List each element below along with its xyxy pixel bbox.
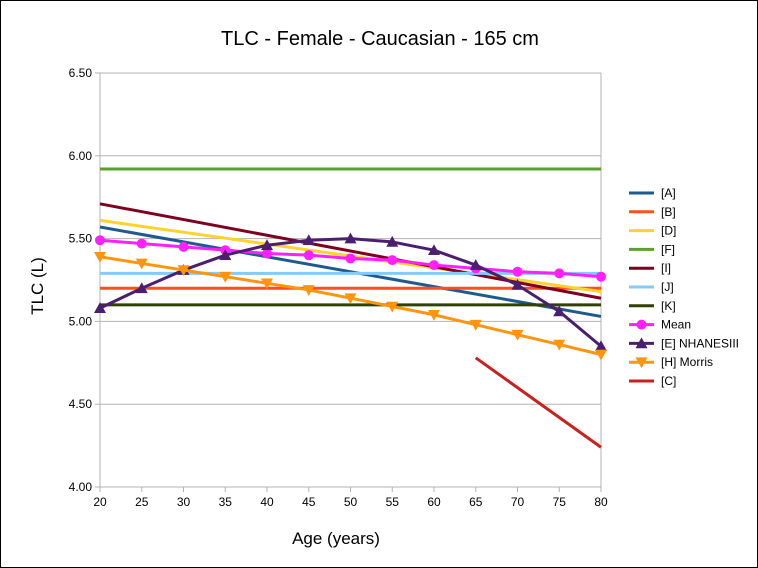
data-point-marker — [177, 265, 190, 277]
x-tick-label: 35 — [219, 495, 233, 509]
data-point-marker — [178, 241, 189, 252]
x-tick-label: 70 — [511, 495, 525, 509]
data-point-marker — [511, 278, 524, 290]
data-point-marker — [595, 340, 607, 352]
chart-title: TLC - Female - Caucasian - 165 cm — [221, 28, 539, 50]
data-point-marker — [386, 301, 399, 313]
legend-label: [K] — [661, 299, 676, 313]
data-point-marker — [428, 244, 440, 255]
legend-label: Mean — [661, 318, 691, 332]
data-point-marker — [135, 282, 148, 294]
series-line — [99, 202, 602, 300]
data-point-marker — [302, 234, 315, 246]
data-point-marker — [135, 258, 148, 270]
y-tick-label: 5.50 — [69, 232, 93, 246]
x-axis-label: Age (years) — [292, 529, 380, 548]
y-tick-label: 4.00 — [69, 480, 93, 494]
legend-label: [B] — [661, 205, 676, 219]
x-tick-label: 50 — [344, 495, 358, 509]
data-point-marker — [261, 278, 273, 290]
legend-label: [F] — [661, 242, 675, 256]
legend-label: [H] Morris — [661, 355, 713, 369]
data-point-marker — [554, 268, 565, 279]
data-point-marker — [262, 248, 272, 259]
data-point-marker — [512, 266, 523, 277]
data-point-marker — [261, 239, 273, 251]
data-point-marker — [344, 232, 357, 244]
x-tick-label: 65 — [469, 495, 483, 509]
data-point-marker — [553, 339, 566, 351]
data-point-marker — [595, 349, 607, 361]
data-point-marker — [94, 302, 106, 313]
legend-label: [D] — [661, 224, 676, 238]
x-tick-label: 60 — [427, 495, 441, 509]
data-point-marker — [387, 255, 398, 266]
legend-label: [C] — [661, 374, 676, 388]
x-tick-label: 20 — [93, 495, 107, 509]
data-point-marker — [345, 253, 356, 264]
data-point-marker — [469, 259, 482, 270]
legend-marker — [636, 319, 647, 330]
y-tick-label: 5.00 — [69, 314, 93, 328]
data-point-marker — [511, 329, 524, 341]
x-tick-label: 30 — [177, 495, 191, 509]
series-line — [474, 356, 602, 449]
data-point-marker — [303, 250, 314, 261]
y-tick-label: 4.50 — [69, 397, 93, 411]
legend-label: [J] — [661, 280, 674, 294]
y-tick-label: 6.00 — [69, 149, 93, 163]
data-point-marker — [553, 305, 566, 317]
x-tick-label: 45 — [302, 495, 316, 509]
legend-marker — [635, 357, 648, 369]
x-tick-label: 40 — [260, 495, 274, 509]
x-tick-label: 55 — [386, 495, 400, 509]
x-tick-label: 75 — [553, 495, 567, 509]
legend-label: [I] — [661, 261, 671, 275]
data-point-marker — [95, 235, 105, 246]
y-tick-label: 6.50 — [69, 66, 93, 80]
data-point-marker — [219, 271, 232, 283]
x-tick-label: 25 — [135, 495, 149, 509]
data-point-marker — [219, 249, 232, 260]
data-point-marker — [386, 235, 399, 247]
data-point-marker — [94, 252, 106, 263]
x-tick-label: 80 — [594, 495, 608, 509]
legend-label: [A] — [661, 186, 676, 200]
data-point-marker — [136, 238, 147, 249]
legend-label: [E] NHANESIII — [661, 336, 739, 350]
data-point-marker — [596, 271, 606, 282]
data-point-marker — [428, 309, 440, 321]
y-axis-label: TLC (L) — [28, 257, 47, 315]
data-point-marker — [344, 293, 357, 305]
legend-marker — [635, 337, 648, 349]
data-point-marker — [302, 285, 315, 296]
data-point-marker — [429, 260, 439, 271]
data-point-marker — [469, 319, 482, 331]
